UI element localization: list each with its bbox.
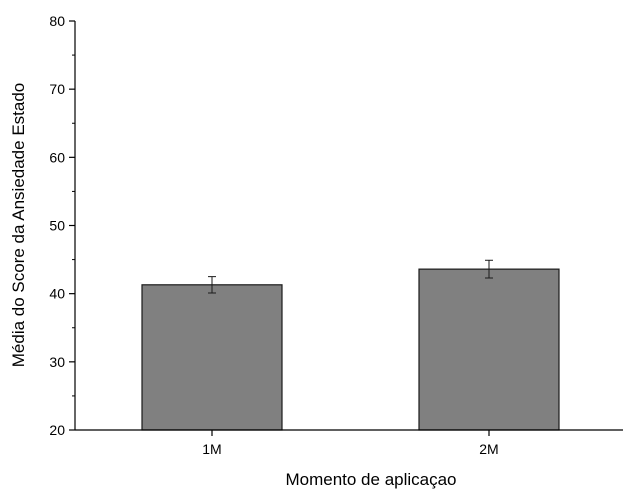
bars-layer <box>141 268 560 431</box>
x-ticks-layer: 1M 2M <box>202 430 499 457</box>
y-tick-label: 30 <box>49 354 65 370</box>
y-tick-label: 70 <box>49 81 65 97</box>
x-tick-label-1M: 1M <box>202 441 221 457</box>
y-axis-title: Média do Score da Ansiedade Estado <box>9 83 28 367</box>
y-tick-label: 40 <box>49 286 65 302</box>
y-ticks-layer: 20 30 40 50 60 70 80 <box>49 13 75 438</box>
bar-2M <box>418 268 560 431</box>
y-tick-label: 60 <box>49 149 65 165</box>
error-bars-layer <box>208 259 493 294</box>
y-tick-label: 50 <box>49 218 65 234</box>
y-tick-label: 20 <box>49 422 65 438</box>
x-tick-label-2M: 2M <box>479 441 498 457</box>
bar-1M <box>141 284 283 431</box>
y-tick-label: 80 <box>49 13 65 29</box>
x-axis-title: Momento de aplicaçao <box>285 470 456 489</box>
